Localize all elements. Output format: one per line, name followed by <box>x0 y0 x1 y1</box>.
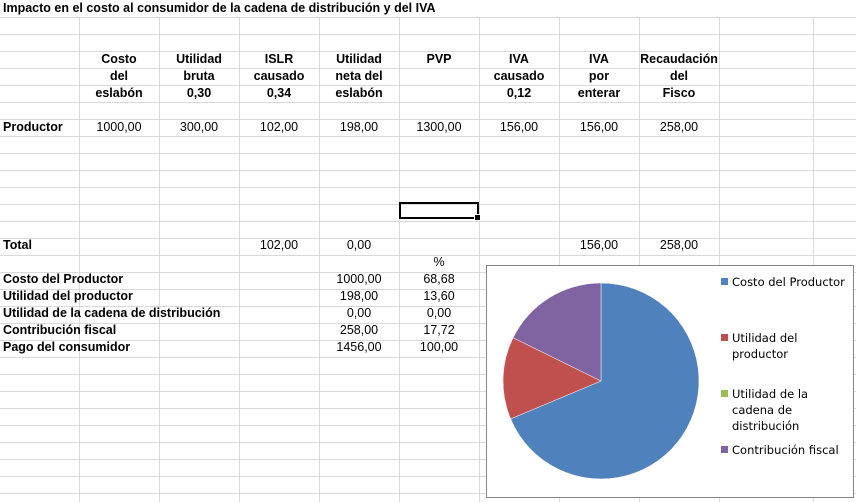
fill-handle[interactable] <box>474 214 481 221</box>
header-col8-line1[interactable]: Recaudación <box>640 52 718 66</box>
header-col5-line1[interactable]: PVP <box>426 52 452 66</box>
legend-label: Costo del Productor <box>732 275 845 289</box>
header-col4-line3[interactable]: eslabón <box>335 86 383 100</box>
summary-value[interactable]: 0,00 <box>346 306 372 320</box>
legend-item[interactable]: Utilidad de la cadena de distribución <box>721 386 849 434</box>
pie-slice-4[interactable] <box>512 282 602 382</box>
header-col2-line3[interactable]: 0,30 <box>186 86 212 100</box>
legend-swatch <box>721 334 728 341</box>
legend-swatch <box>721 390 728 397</box>
summary-value[interactable]: 1000,00 <box>336 272 382 286</box>
header-col1-line3[interactable]: eslabón <box>95 86 143 100</box>
productor-value-col1[interactable]: 1000,00 <box>96 120 142 134</box>
percent-header[interactable]: % <box>433 255 445 269</box>
pie-slice-2[interactable] <box>502 337 602 420</box>
summary-percent[interactable]: 13,60 <box>423 289 455 303</box>
header-col4-line2[interactable]: neta del <box>335 69 383 83</box>
header-col6-line2[interactable]: causado <box>493 69 545 83</box>
legend-label: Utilidad del productor <box>732 331 798 361</box>
legend-swatch <box>721 278 728 285</box>
total-iva-por-enterar[interactable]: 156,00 <box>579 238 619 252</box>
productor-value-col3[interactable]: 102,00 <box>259 120 299 134</box>
header-col3-line1[interactable]: ISLR <box>264 52 294 66</box>
total-islr[interactable]: 102,00 <box>259 238 299 252</box>
total-utilidad-neta[interactable]: 0,00 <box>346 238 372 252</box>
header-col5-line3[interactable] <box>399 85 479 102</box>
summary-value[interactable]: 1456,00 <box>336 340 382 354</box>
legend-item[interactable]: Costo del Productor <box>721 274 849 290</box>
header-col6-line3[interactable]: 0,12 <box>506 86 532 100</box>
header-col2-line1[interactable]: Utilidad <box>176 52 222 66</box>
summary-percent[interactable]: 100,00 <box>419 340 459 354</box>
productor-value-col7[interactable]: 156,00 <box>579 120 619 134</box>
summary-percent[interactable]: 0,00 <box>426 306 452 320</box>
legend-item[interactable]: Contribución fiscal <box>721 442 849 458</box>
sheet-title[interactable]: Impacto en el costo al consumidor de la … <box>3 1 436 15</box>
header-col5-line2[interactable] <box>399 68 479 85</box>
summary-label[interactable]: Utilidad de la cadena de distribución <box>3 306 221 320</box>
header-col8-line3[interactable]: Fisco <box>662 86 696 100</box>
header-col6-line1[interactable]: IVA <box>509 52 529 66</box>
pie-chart[interactable]: Costo del Productor Utilidad del producto… <box>486 265 854 498</box>
productor-value-col6[interactable]: 156,00 <box>499 120 539 134</box>
summary-label[interactable]: Utilidad del productor <box>3 289 133 303</box>
header-col8-line2[interactable]: del <box>669 69 689 83</box>
summary-value[interactable]: 198,00 <box>339 289 379 303</box>
summary-value[interactable]: 258,00 <box>339 323 379 337</box>
header-col2-line2[interactable]: bruta <box>183 69 215 83</box>
header-col7-line3[interactable]: enterar <box>577 86 621 100</box>
productor-label[interactable]: Productor <box>3 120 63 134</box>
productor-value-col5[interactable]: 1300,00 <box>416 120 462 134</box>
legend-label: Contribución fiscal <box>732 443 839 457</box>
summary-label[interactable]: Pago del consumidor <box>3 340 131 354</box>
productor-value-col4[interactable]: 198,00 <box>339 120 379 134</box>
productor-value-col8[interactable]: 258,00 <box>659 120 699 134</box>
pie-slice-1[interactable] <box>510 282 700 480</box>
header-col3-line3[interactable]: 0,34 <box>266 86 292 100</box>
summary-percent[interactable]: 68,68 <box>423 272 455 286</box>
total-recaudacion[interactable]: 258,00 <box>659 238 699 252</box>
header-col1-line2[interactable]: del <box>109 69 129 83</box>
header-col1-line1[interactable]: Costo <box>101 52 137 66</box>
header-col7-line2[interactable]: por <box>588 69 610 83</box>
header-col3-line2[interactable]: causado <box>253 69 305 83</box>
header-col4-line1[interactable]: Utilidad <box>336 52 382 66</box>
selected-cell[interactable] <box>399 202 481 221</box>
legend-swatch <box>721 446 728 453</box>
productor-value-col2[interactable]: 300,00 <box>179 120 219 134</box>
legend-label: Utilidad de la cadena de distribución <box>732 387 809 433</box>
pie-plot <box>502 282 700 480</box>
total-label[interactable]: Total <box>3 238 32 252</box>
header-col7-line1[interactable]: IVA <box>589 52 609 66</box>
summary-label[interactable]: Contribución fiscal <box>3 323 117 337</box>
summary-percent[interactable]: 17,72 <box>423 323 455 337</box>
summary-label[interactable]: Costo del Productor <box>3 272 124 286</box>
legend-item[interactable]: Utilidad del productor <box>721 330 849 362</box>
